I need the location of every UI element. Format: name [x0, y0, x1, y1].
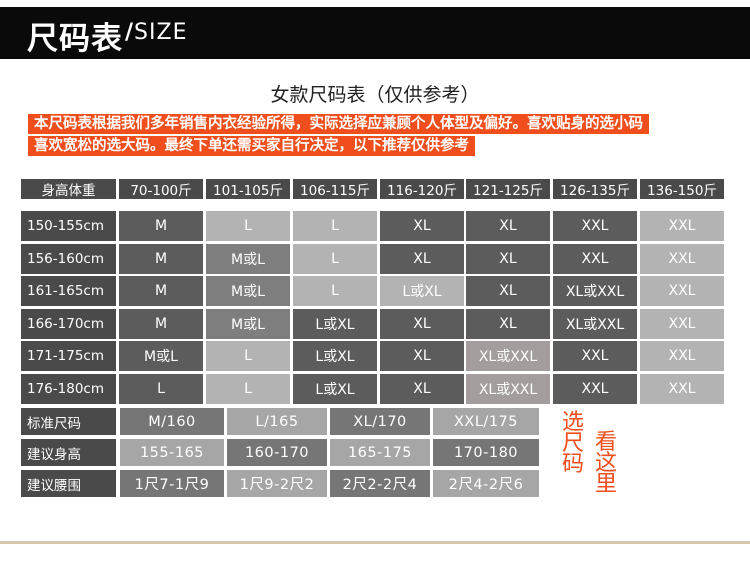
- table-cell: L或XL: [293, 374, 377, 404]
- notes: 本尺码表根据我们多年销售内衣经验所得，实际选择应兼顾个人体型及偏好。喜欢贴身的选…: [28, 113, 649, 157]
- table-row-label: 150-155cm: [21, 211, 116, 241]
- table-cell: XL: [380, 244, 464, 274]
- table-row-label: 171-175cm: [21, 341, 116, 371]
- table-cell: XXL: [640, 244, 724, 274]
- table-column-header: 70-100斤: [119, 179, 203, 199]
- table-cell: XL: [466, 276, 550, 306]
- table-cell: XXL: [553, 341, 637, 371]
- table-cell: M或L: [206, 244, 290, 274]
- standard-cell: XXL/175: [433, 408, 539, 435]
- standard-cell: 1尺9-2尺2: [227, 470, 327, 497]
- chart-subtitle: 女款尺码表（仅供参考）: [270, 84, 480, 106]
- table-cell: XL: [380, 374, 464, 404]
- table-cell: XXL: [553, 211, 637, 241]
- standard-cell: 155-165: [120, 439, 224, 466]
- table-cell: XXL: [640, 276, 724, 306]
- standard-cell: 170-180: [433, 439, 539, 466]
- table-cell: XL: [466, 211, 550, 241]
- note-line-1: 本尺码表根据我们多年销售内衣经验所得，实际选择应兼顾个人体型及偏好。喜欢贴身的选…: [28, 114, 649, 134]
- table-cell: L: [206, 211, 290, 241]
- table-cell: M: [119, 244, 203, 274]
- table-cell: L: [206, 374, 290, 404]
- side-note-1: 选尺码: [561, 410, 584, 477]
- standard-cell: 2尺2-2尺4: [330, 470, 430, 497]
- table-column-header: 126-135斤: [553, 179, 637, 199]
- table-cell: M或L: [119, 341, 203, 371]
- table-row-label: 161-165cm: [21, 276, 116, 306]
- table-row-label: 156-160cm: [21, 244, 116, 274]
- header-slash: /: [125, 20, 135, 45]
- header-bar: 尺码表 /SIZE: [0, 7, 750, 59]
- table-cell: XL: [380, 309, 464, 339]
- table-cell: XXL: [553, 374, 637, 404]
- table-cell: L: [206, 341, 290, 371]
- standard-cell: 2尺4-2尺6: [433, 470, 539, 497]
- standard-cell: 165-175: [330, 439, 430, 466]
- table-cell: M: [119, 276, 203, 306]
- table-cell: L: [119, 374, 203, 404]
- table-cell: XL或XXL: [466, 341, 550, 371]
- table-cell: L或XL: [293, 309, 377, 339]
- table-column-header: 116-120斤: [380, 179, 464, 199]
- standard-cell: 1尺7-1尺9: [120, 470, 224, 497]
- standard-row-label: 建议身高: [21, 439, 116, 466]
- table-cell: XL: [466, 244, 550, 274]
- table-column-header: 101-105斤: [206, 179, 290, 199]
- standard-row-label: 标准尺码: [21, 408, 116, 435]
- table-cell: M或L: [206, 276, 290, 306]
- table-row-label: 166-170cm: [21, 309, 116, 339]
- table-cell: XL或XXL: [466, 374, 550, 404]
- table-cell: M: [119, 211, 203, 241]
- table-cell: XL: [380, 211, 464, 241]
- table-cell: XL或XXL: [553, 276, 637, 306]
- table-cell: L: [293, 244, 377, 274]
- header-title: 尺码表: [27, 21, 123, 57]
- table-column-header: 106-115斤: [293, 179, 377, 199]
- table-cell: XXL: [553, 244, 637, 274]
- table-cell: XXL: [640, 211, 724, 241]
- table-cell: L: [293, 211, 377, 241]
- table-cell: L或XL: [293, 341, 377, 371]
- table-cell: XL或XXL: [553, 309, 637, 339]
- footer-divider: [0, 541, 750, 544]
- table-row-label: 176-180cm: [21, 374, 116, 404]
- standard-row-label: 建议腰围: [21, 470, 116, 497]
- header-subtitle: /SIZE: [125, 20, 187, 45]
- table-cell: XXL: [640, 341, 724, 371]
- standard-cell: L/165: [227, 408, 327, 435]
- header-title-en: SIZE: [134, 20, 188, 45]
- standard-cell: 160-170: [227, 439, 327, 466]
- side-note-2: 看这里: [594, 430, 617, 497]
- table-cell: XL: [466, 309, 550, 339]
- table-cell: M: [119, 309, 203, 339]
- standard-cell: M/160: [120, 408, 224, 435]
- table-cell: XXL: [640, 374, 724, 404]
- table-corner-label: 身高体重: [21, 179, 116, 199]
- table-cell: L或XL: [380, 276, 464, 306]
- table-cell: M或L: [206, 309, 290, 339]
- note-line-2: 喜欢宽松的选大码。最终下单还需买家自行决定，以下推荐仅供参考: [28, 136, 475, 156]
- table-cell: XXL: [640, 309, 724, 339]
- table-cell: L: [293, 276, 377, 306]
- standard-cell: XL/170: [330, 408, 430, 435]
- table-column-header: 136-150斤: [640, 179, 724, 199]
- table-column-header: 121-125斤: [466, 179, 550, 199]
- table-cell: XL: [380, 341, 464, 371]
